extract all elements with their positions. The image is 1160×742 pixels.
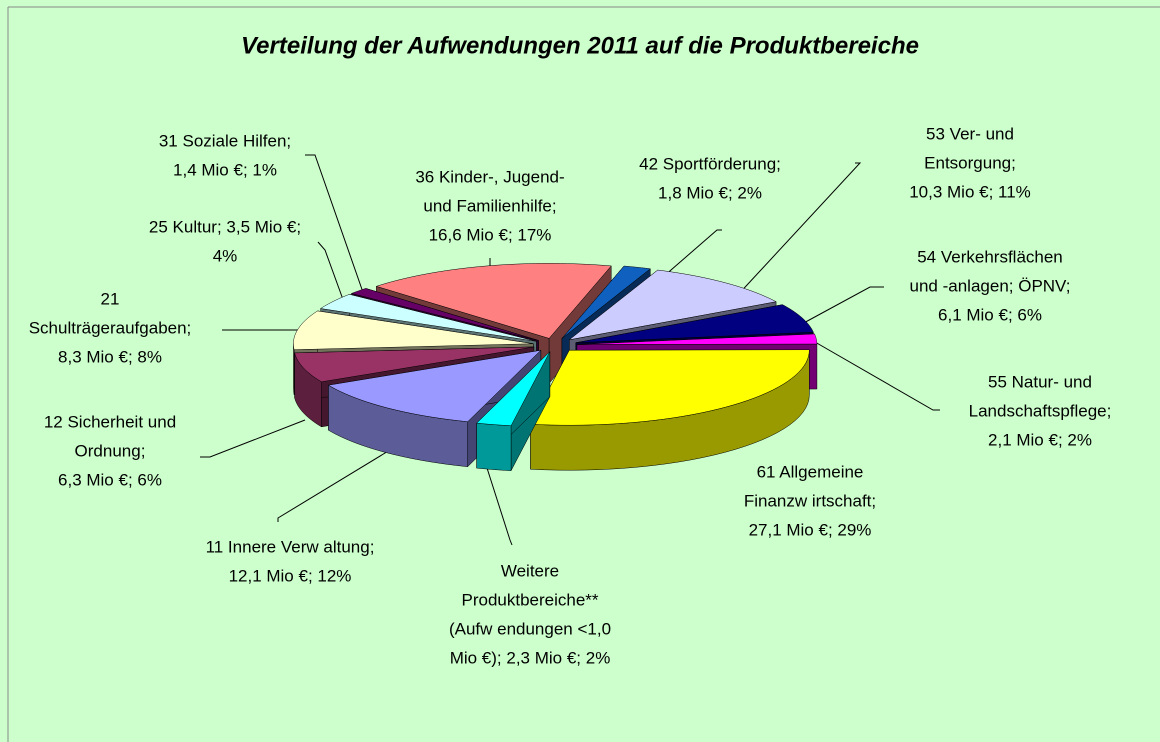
- slice-top: [575, 304, 814, 343]
- slice-top: [375, 263, 612, 339]
- data-label: und Familienhilfe;: [423, 196, 556, 215]
- data-label: 61 Allgemeine: [757, 462, 864, 481]
- slice-top: [530, 349, 810, 426]
- data-label: 1,4 Mio €; 1%: [173, 160, 277, 179]
- slice-top: [569, 269, 777, 341]
- leader-lines: [200, 154, 940, 546]
- data-label: Ordnung;: [75, 441, 146, 460]
- slice-top: [319, 294, 537, 342]
- data-label: 42 Sportförderung;: [639, 154, 781, 173]
- data-label: 31 Soziale Hilfen;: [159, 131, 291, 150]
- slice-top: [294, 346, 534, 383]
- data-label: 54 Verkehrsflächen: [917, 247, 1063, 266]
- data-label: 6,1 Mio €; 6%: [938, 305, 1042, 324]
- data-label: 1,8 Mio €; 2%: [658, 183, 762, 202]
- pie: [293, 263, 818, 471]
- data-label: Landschaftspflege;: [969, 401, 1112, 420]
- slice-side: [293, 343, 295, 395]
- data-label: 36 Kinder-, Jugend-: [415, 167, 564, 186]
- data-label: 53 Ver- und: [926, 124, 1014, 143]
- slice-top: [576, 333, 818, 345]
- data-label: 10,3 Mio €; 11%: [909, 182, 1031, 201]
- slice-top: [476, 351, 551, 426]
- data-label: 8,3 Mio €; 8%: [58, 347, 162, 366]
- slice-top: [350, 288, 539, 341]
- slice-top: [561, 265, 651, 339]
- data-label: 25 Kultur; 3,5 Mio €;: [149, 217, 301, 236]
- data-label: Produktbereiche**: [461, 590, 598, 609]
- data-label: (Aufw endungen <1,0: [449, 619, 611, 638]
- slice: [530, 349, 810, 471]
- data-label: und -anlagen; ÖPNV;: [910, 276, 1071, 295]
- data-label: 12 Sicherheit und: [44, 412, 176, 431]
- data-label: 11 Innere Verw altung;: [206, 537, 375, 556]
- data-label: Mio €); 2,3 Mio €; 2%: [450, 648, 611, 667]
- slice: [476, 351, 551, 471]
- data-label: Entsorgung;: [924, 153, 1016, 172]
- data-label: 2,1 Mio €; 2%: [988, 430, 1092, 449]
- data-label: 27,1 Mio €; 29%: [749, 520, 872, 539]
- slice-side: [476, 422, 512, 471]
- slice-top: [327, 349, 542, 422]
- data-label: 21: [101, 289, 120, 308]
- data-label: 6,3 Mio €; 6%: [58, 470, 162, 489]
- data-label: Finanzw irtschaft;: [744, 491, 876, 510]
- data-label: Schulträgeraufgaben;: [29, 318, 192, 337]
- data-label: 12,1 Mio €; 12%: [229, 566, 352, 585]
- data-label: 55 Natur- und: [988, 372, 1092, 391]
- chart-title: Verteilung der Aufwendungen 2011 auf die…: [241, 32, 919, 59]
- data-label: Weitere: [501, 561, 559, 580]
- data-label: 4%: [213, 246, 238, 265]
- slice-top: [293, 310, 534, 350]
- data-label: 16,6 Mio €; 17%: [429, 225, 552, 244]
